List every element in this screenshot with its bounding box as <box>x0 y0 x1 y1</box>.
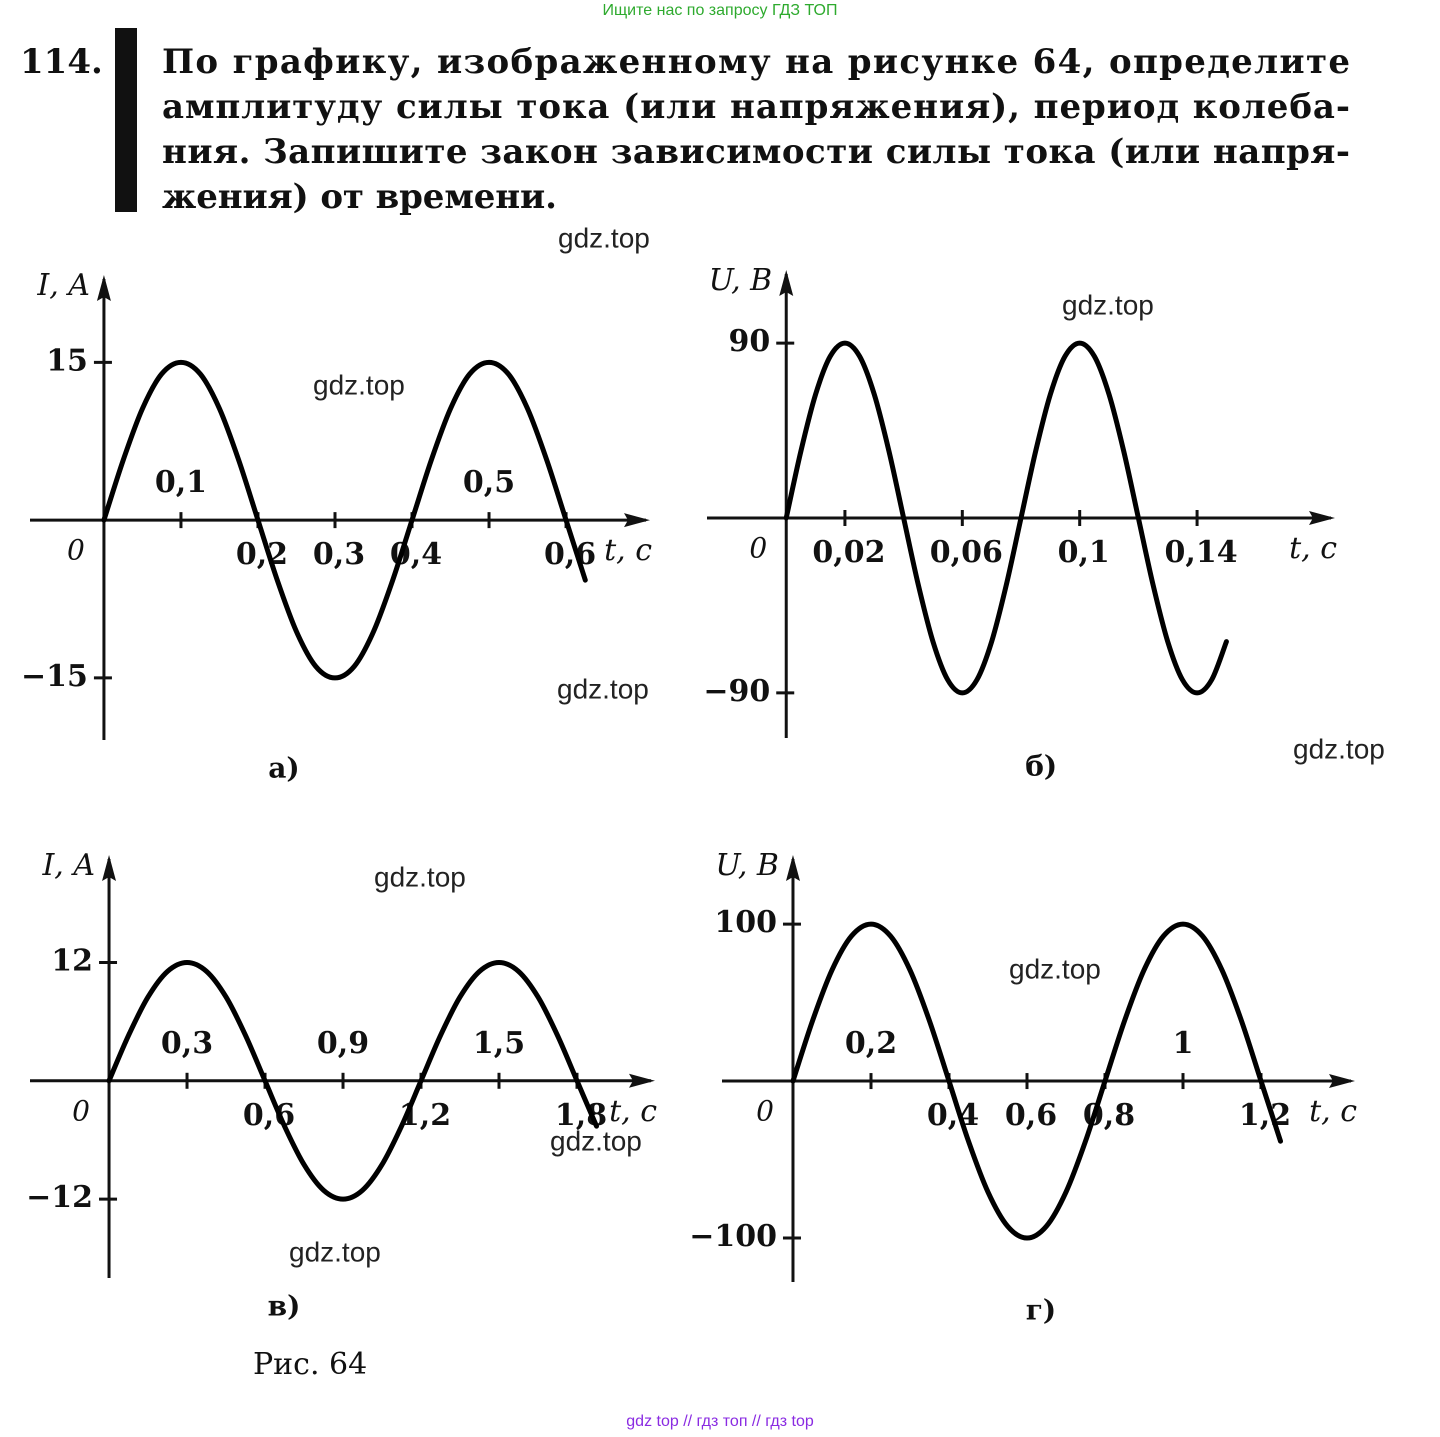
y-axis-arrow <box>785 855 800 881</box>
watermark: gdz.top <box>550 1125 642 1156</box>
x-tick-label: 1 <box>1173 1026 1194 1061</box>
header-note: Ищите нас по запросу ГДЗ ТОП <box>603 2 838 19</box>
margin-bar <box>115 28 137 212</box>
chart: U, B t, c 0 0,02 0,06 0,1 0,14 90 −90 б) <box>703 263 1337 783</box>
chart: I, At, c00,10,2 0,3 0,40,50,615−15а) <box>21 268 652 785</box>
watermark: gdz.top <box>374 861 466 892</box>
problem-line: По графику, изображенному на рисунке 64,… <box>162 42 1350 82</box>
x-tick-label: 0,14 <box>1165 535 1238 570</box>
curve <box>783 340 1229 696</box>
watermark: gdz.top <box>1009 953 1101 984</box>
problem-number: 114. <box>20 42 103 82</box>
x-tick-label: 1,5 <box>473 1026 525 1061</box>
x-tick-label: 0 <box>756 1095 774 1128</box>
chart: I, At, c00,30,60,91,21,51,812−12в) <box>26 848 657 1323</box>
x-tick-label: 0,9 <box>317 1026 369 1061</box>
curve <box>101 359 588 681</box>
chart-caption: г) <box>1026 1294 1056 1327</box>
y-tick-label: −12 <box>26 1180 93 1215</box>
y-axis-arrow <box>102 855 117 881</box>
watermark: gdz.top <box>1293 733 1385 764</box>
y-tick-label: 15 <box>46 343 88 378</box>
problem-line: жения) от времени. <box>162 177 557 217</box>
x-tick-label: 0,3 <box>161 1026 213 1061</box>
problem-line: ния. Запишите закон зависимости силы ток… <box>162 132 1350 172</box>
x-tick-label: 0,06 <box>930 535 1003 570</box>
x-axis-label: t, c <box>1289 531 1337 566</box>
x-tick-label: 0,1 <box>1058 535 1110 570</box>
x-tick-label: 0,3 <box>313 537 365 572</box>
x-axis-arrow <box>1309 510 1335 525</box>
chart-caption: в) <box>268 1290 301 1323</box>
figure-caption: Рис. 64 <box>253 1347 367 1382</box>
x-tick-label: 1,8 <box>555 1098 607 1133</box>
y-axis-arrow <box>779 270 794 296</box>
y-axis-arrow <box>96 275 111 301</box>
x-axis-label: t, c <box>609 1094 657 1129</box>
y-axis-label: I, A <box>41 848 95 883</box>
x-tick-label: 0,4 <box>927 1098 979 1133</box>
x-tick-label: 0 <box>72 1094 90 1127</box>
chart-caption: а) <box>268 752 299 785</box>
watermark: gdz.top <box>313 369 405 400</box>
y-axis-label: I, A <box>36 268 90 303</box>
x-axis-arrow <box>1329 1074 1355 1089</box>
x-tick-label: 0,2 <box>845 1026 897 1061</box>
y-tick-label: 12 <box>51 943 93 978</box>
chart-caption: б) <box>1025 750 1057 783</box>
y-axis-label: U, B <box>715 848 779 883</box>
x-tick-label: 1,2 <box>1239 1098 1291 1133</box>
x-axis-arrow <box>624 513 650 528</box>
x-tick-label: 0,6 <box>544 537 596 572</box>
y-axis-label: U, B <box>709 263 773 298</box>
y-tick-label: 100 <box>714 905 777 940</box>
watermark: gdz.top <box>557 673 649 704</box>
watermark: gdz.top <box>558 222 650 253</box>
x-tick-label: 0 <box>67 534 85 567</box>
x-tick-label: 0,1 <box>155 465 207 500</box>
x-tick-label: 0,6 <box>1005 1098 1057 1133</box>
x-tick-label: 0,02 <box>812 535 885 570</box>
watermark: gdz.top <box>1062 289 1154 320</box>
watermark: gdz.top <box>289 1236 381 1267</box>
x-axis-label: t, c <box>604 533 652 568</box>
y-tick-label: −15 <box>21 659 88 694</box>
curve <box>106 959 600 1202</box>
footer: gdz top // гдз топ // гдз top <box>626 1413 814 1430</box>
y-tick-label: −90 <box>703 674 770 709</box>
curve <box>790 921 1284 1241</box>
y-tick-label: 90 <box>728 324 770 359</box>
x-tick-label: 0,2 <box>236 537 288 572</box>
x-axis-arrow <box>629 1073 655 1088</box>
y-tick-label: −100 <box>689 1219 777 1254</box>
problem-line: амплитуду силы тока (или напряжения), пе… <box>162 87 1350 127</box>
x-axis-label: t, c <box>1309 1094 1357 1129</box>
x-tick-label: 0 <box>749 531 767 564</box>
x-tick-label: 0,5 <box>463 465 515 500</box>
